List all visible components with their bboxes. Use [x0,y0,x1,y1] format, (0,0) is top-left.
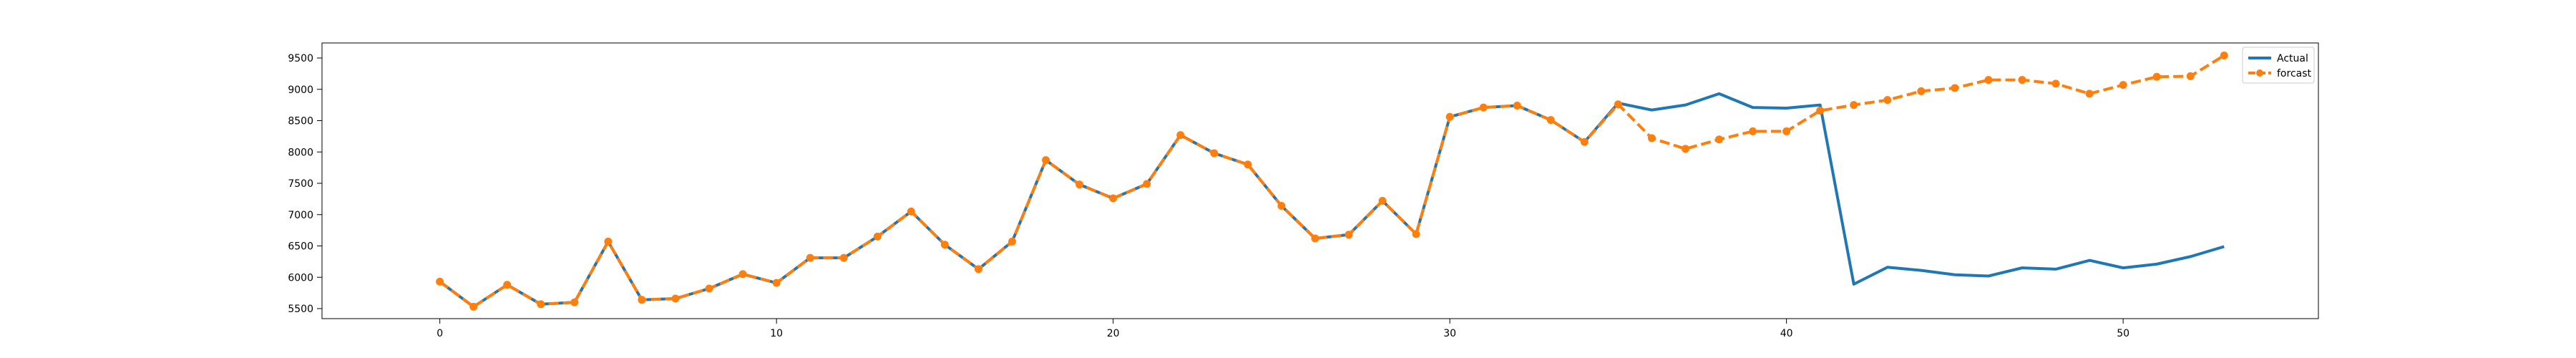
data-point [1445,112,1454,121]
data-point [974,265,982,274]
data-point [1176,131,1185,140]
y-tick-label: 5500 [288,304,313,315]
data-point [2085,90,2094,98]
x-tick-label: 30 [1443,328,1456,339]
y-tick-label: 9000 [288,84,313,96]
y-tick-label: 6000 [288,272,313,284]
data-point [873,232,882,241]
legend-label-actual: Actual [2277,53,2308,64]
data-point [1749,127,1757,135]
x-tick-label: 0 [436,328,443,339]
data-point [2186,72,2195,80]
y-tick-label: 7500 [288,178,313,190]
data-point [1244,160,1252,169]
data-point [1378,197,1387,205]
data-point [772,279,781,287]
plot-area [321,42,2319,319]
data-point [940,241,949,249]
data-point [570,298,579,306]
x-tick-label: 20 [1107,328,1120,339]
data-point [1075,180,1084,189]
data-point [1513,102,1521,110]
data-point [1782,127,1791,135]
data-point [806,253,814,262]
x-tick-label: 40 [1780,328,1793,339]
data-point [2220,52,2228,59]
data-point [1008,237,1017,246]
y-tick-label: 7000 [288,210,313,221]
data-point [469,302,478,311]
y-tick-label: 8000 [288,147,313,158]
data-point [1715,135,1724,144]
data-point [1816,107,1825,115]
data-point [671,294,680,303]
data-point [638,296,646,304]
data-point [1951,84,1959,92]
data-point [1883,96,1892,105]
data-point [1311,234,1319,243]
data-point [1681,145,1689,153]
data-point [839,253,848,262]
data-point [738,270,747,279]
y-tick-label: 6500 [288,241,313,253]
data-point [503,281,512,289]
x-axis: 0 10 20 30 40 50 [436,319,2129,339]
data-point [2051,79,2060,88]
x-tick-label: 10 [770,328,783,339]
data-point [1109,194,1118,203]
data-point [2119,81,2127,90]
data-point [1412,230,1420,238]
x-tick-label: 50 [2117,328,2129,339]
y-axis: 5500 6000 6500 7000 7500 8000 8500 9000 9500 [288,53,322,315]
data-point [705,284,713,293]
data-point [1143,180,1151,188]
data-point [1614,100,1622,109]
data-point [537,300,545,309]
series-line-forcast [439,54,2225,309]
data-point [907,207,915,216]
data-point [1917,87,1926,95]
data-point [1042,156,1050,165]
legend: Actual forcast [2242,47,2315,84]
y-tick-label: 8500 [288,116,313,127]
data-point [436,277,444,286]
series-line-actual [439,92,2225,309]
legend-marker [2256,69,2263,77]
data-point [1984,76,1993,84]
data-point [1345,231,1353,239]
data-point [1546,116,1555,125]
data-point [2152,72,2161,81]
data-point [604,237,613,246]
data-point [1647,134,1656,142]
data-point [1210,149,1219,158]
legend-label-forcast: forcast [2277,68,2312,79]
data-point [1277,202,1286,210]
data-point [2018,76,2026,84]
data-point [1479,103,1488,112]
series-layer [436,52,2228,311]
y-tick-label: 9500 [288,53,313,64]
data-point [1580,137,1589,146]
data-point [1850,101,1858,110]
